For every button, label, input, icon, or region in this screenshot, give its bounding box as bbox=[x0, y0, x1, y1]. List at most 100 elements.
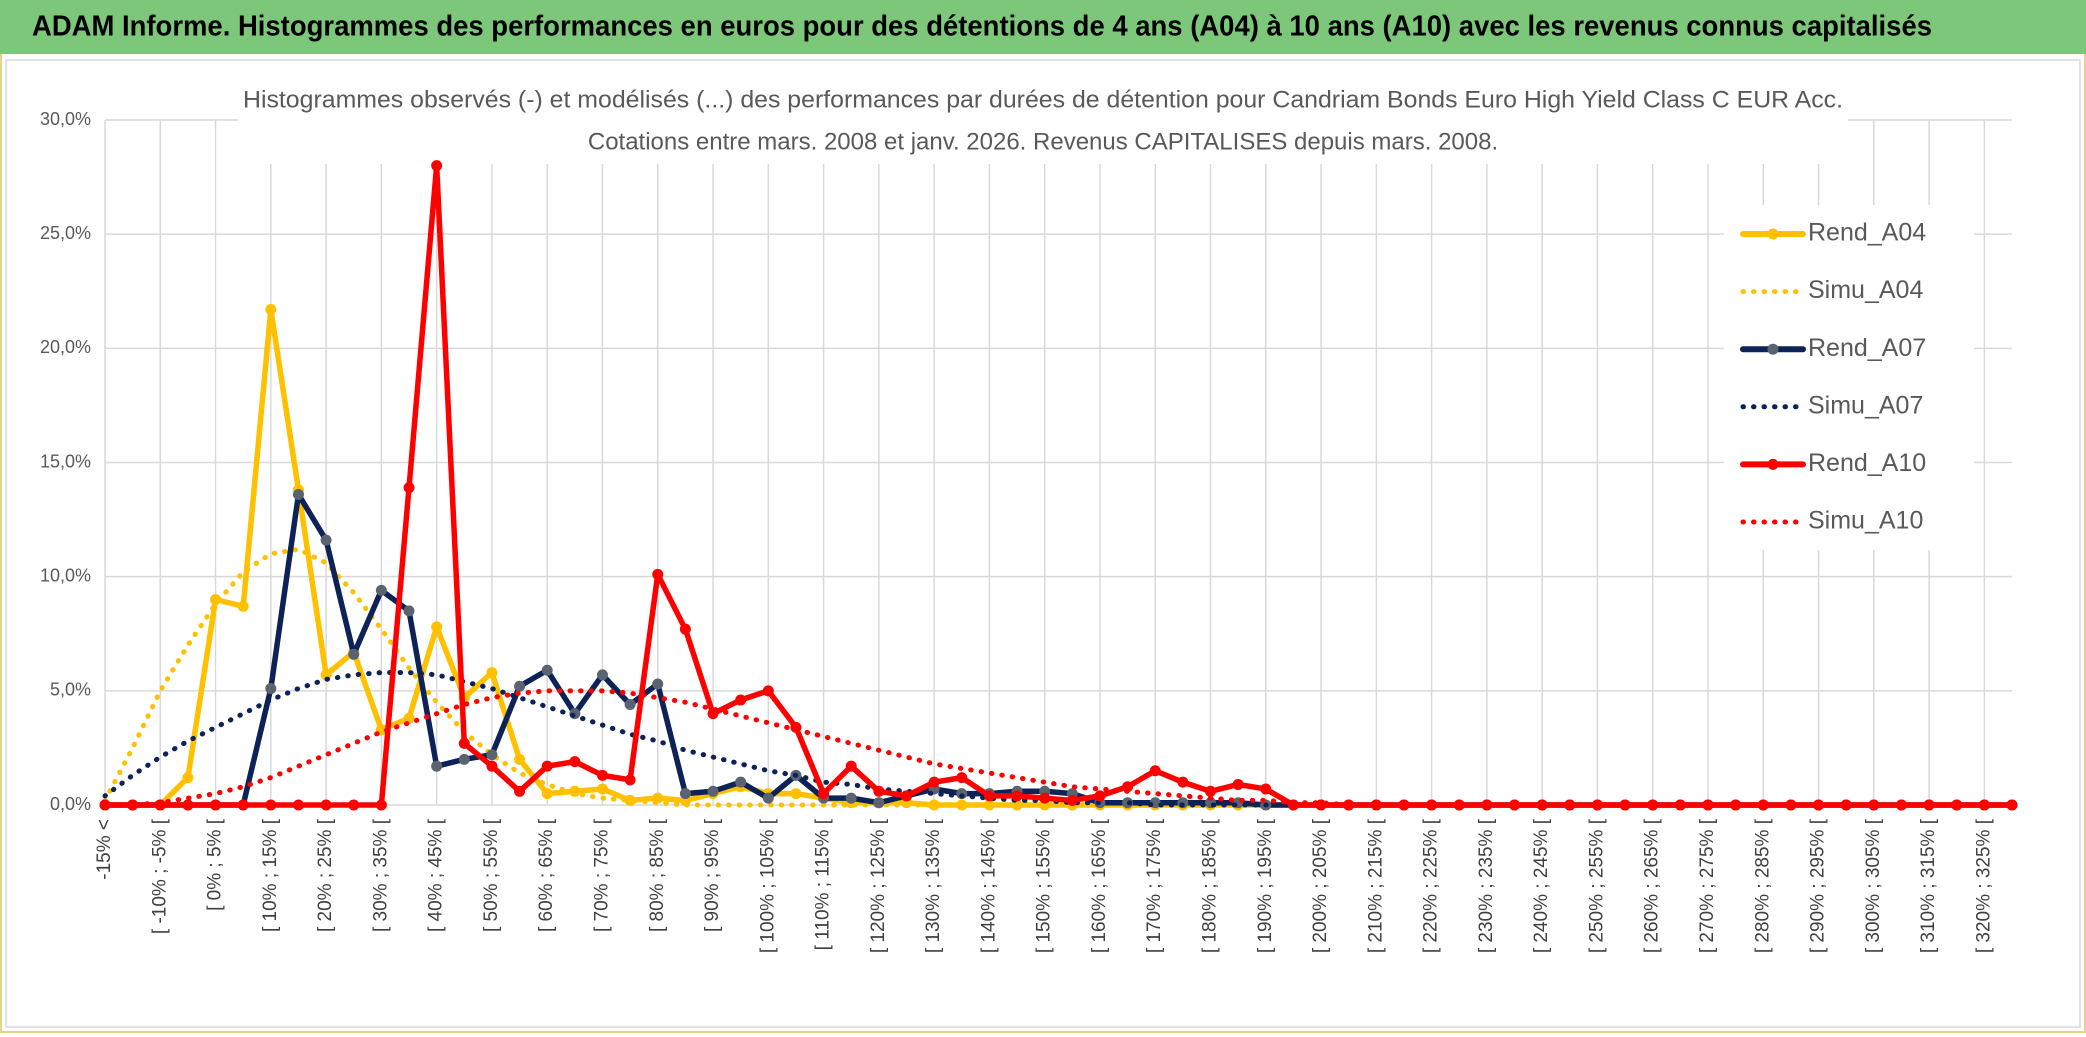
x-tick-label: [ 260% ; 265% [ bbox=[1642, 818, 1663, 953]
data-point bbox=[375, 799, 387, 811]
x-tick-label: -15% < bbox=[94, 819, 115, 880]
x-tick-label: [ 110% ; 115% [ bbox=[813, 818, 834, 950]
data-point bbox=[762, 792, 774, 804]
data-point bbox=[486, 760, 498, 772]
data-point bbox=[845, 760, 857, 772]
x-tick-label: [ 90% ; 95% [ bbox=[702, 818, 723, 932]
data-point bbox=[707, 785, 719, 797]
x-tick-label: [ 280% ; 285% [ bbox=[1752, 818, 1773, 953]
x-tick-label: [ 290% ; 295% [ bbox=[1808, 818, 1829, 953]
x-tick-label: [ 160% ; 165% [ bbox=[1089, 818, 1110, 953]
data-point bbox=[292, 488, 304, 500]
x-tick-label: [ 40% ; 45% [ bbox=[426, 818, 447, 932]
x-tick-label: [ 100% ; 105% [ bbox=[757, 818, 778, 953]
data-point bbox=[348, 648, 360, 660]
data-point bbox=[1840, 799, 1852, 811]
data-point bbox=[652, 678, 664, 690]
data-point bbox=[762, 685, 774, 697]
data-point bbox=[900, 790, 912, 802]
x-tick-label: [ 0% ; 5% [ bbox=[205, 818, 226, 911]
data-point bbox=[790, 788, 802, 800]
x-tick-label: [ 320% ; 325% [ bbox=[1973, 818, 1994, 953]
x-tick-label: [ 180% ; 185% [ bbox=[1200, 818, 1221, 953]
x-tick-label: [ 150% ; 155% [ bbox=[1034, 818, 1055, 953]
x-tick-label: [ 170% ; 175% [ bbox=[1144, 818, 1165, 953]
data-point bbox=[265, 304, 277, 316]
data-point bbox=[1066, 794, 1078, 806]
y-tick-label: 0,0% bbox=[50, 794, 91, 814]
data-point bbox=[845, 792, 857, 804]
series-line bbox=[102, 688, 2015, 808]
data-point bbox=[1453, 799, 1465, 811]
x-tick-label: [ 130% ; 135% [ bbox=[923, 818, 944, 953]
x-tick-label: [ 80% ; 85% [ bbox=[647, 818, 668, 932]
y-tick-label: 10,0% bbox=[40, 565, 91, 585]
data-point bbox=[2006, 799, 2018, 811]
y-tick-label: 15,0% bbox=[40, 451, 91, 471]
data-point bbox=[1757, 799, 1769, 811]
data-point bbox=[403, 482, 415, 494]
data-point bbox=[1923, 799, 1935, 811]
y-tick-label: 20,0% bbox=[40, 337, 91, 357]
y-tick-label: 5,0% bbox=[50, 680, 91, 700]
data-point bbox=[928, 799, 940, 811]
data-point bbox=[431, 621, 443, 633]
data-point bbox=[431, 160, 443, 172]
data-point bbox=[237, 799, 249, 811]
data-point bbox=[596, 769, 608, 781]
data-point bbox=[624, 699, 636, 711]
data-point bbox=[1094, 790, 1106, 802]
x-tick-label: [ 270% ; 275% [ bbox=[1697, 818, 1718, 953]
x-tick-label: [ 20% ; 25% [ bbox=[315, 818, 336, 932]
data-point bbox=[1011, 790, 1023, 802]
data-point bbox=[873, 785, 885, 797]
data-point bbox=[541, 760, 553, 772]
chart-subtitle: Cotations entre mars. 2008 et janv. 2026… bbox=[588, 128, 1498, 155]
data-point bbox=[541, 788, 553, 800]
data-point bbox=[735, 776, 747, 788]
legend-label: Simu_A04 bbox=[1808, 276, 1923, 304]
x-tick-label: [ -10% ; -5% [ bbox=[149, 818, 170, 934]
data-point bbox=[956, 772, 968, 784]
data-point bbox=[1978, 799, 1990, 811]
legend-marker bbox=[1767, 228, 1779, 240]
data-point bbox=[127, 799, 139, 811]
legend-marker bbox=[1767, 343, 1779, 355]
data-point bbox=[265, 683, 277, 695]
data-point bbox=[486, 667, 498, 679]
data-point bbox=[265, 799, 277, 811]
data-point bbox=[403, 712, 415, 724]
data-point bbox=[928, 776, 940, 788]
legend-label: Simu_A10 bbox=[1808, 507, 1923, 535]
data-point bbox=[514, 785, 526, 797]
data-point bbox=[652, 568, 664, 580]
data-point bbox=[1260, 783, 1272, 795]
x-tick-label: [ 70% ; 75% [ bbox=[591, 818, 612, 932]
data-point bbox=[596, 783, 608, 795]
data-point bbox=[679, 623, 691, 635]
data-point bbox=[375, 584, 387, 596]
x-tick-label: [ 210% ; 215% [ bbox=[1365, 818, 1386, 953]
x-tick-label: [ 230% ; 235% [ bbox=[1476, 818, 1497, 953]
chart-border bbox=[5, 59, 2081, 1028]
data-point bbox=[983, 790, 995, 802]
legend-label: Rend_A07 bbox=[1808, 334, 1926, 362]
data-point bbox=[348, 799, 360, 811]
x-tick-label: [ 220% ; 225% [ bbox=[1421, 818, 1442, 953]
x-tick-label: [ 250% ; 255% [ bbox=[1586, 818, 1607, 953]
x-tick-label: [ 140% ; 145% [ bbox=[978, 818, 999, 953]
x-tick-label: [ 50% ; 55% [ bbox=[481, 818, 502, 932]
x-tick-label: [ 300% ; 305% [ bbox=[1863, 818, 1884, 953]
data-point bbox=[1149, 765, 1161, 777]
data-point bbox=[1536, 799, 1548, 811]
data-point bbox=[1232, 778, 1244, 790]
x-tick-label: [ 200% ; 205% [ bbox=[1310, 818, 1331, 953]
legend-marker bbox=[1767, 458, 1779, 470]
data-point bbox=[735, 694, 747, 706]
data-point bbox=[458, 737, 470, 749]
legend-label: Rend_A10 bbox=[1808, 449, 1926, 477]
data-point bbox=[596, 669, 608, 681]
legend-label: Simu_A07 bbox=[1808, 391, 1923, 419]
data-point bbox=[541, 664, 553, 676]
